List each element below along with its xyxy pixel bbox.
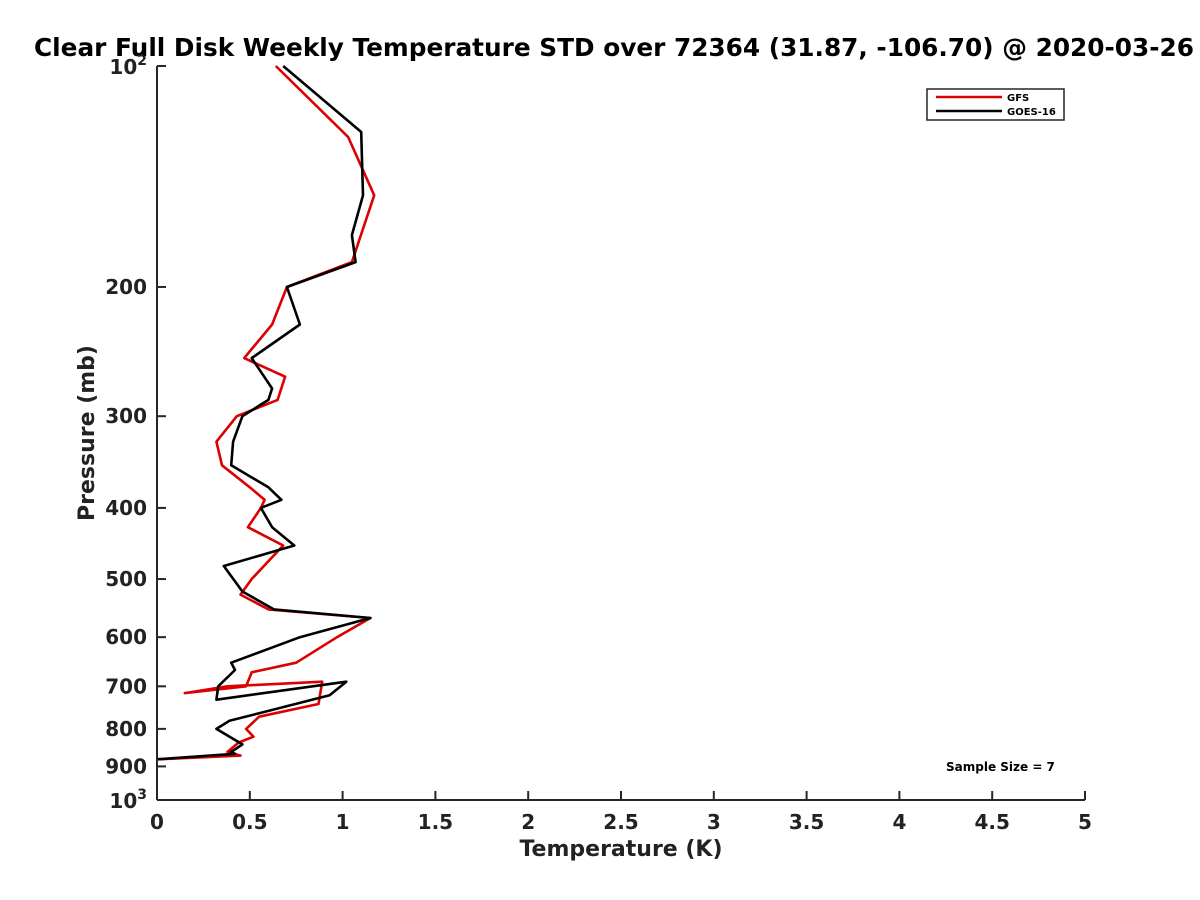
x-tick-label: 1.5	[418, 810, 453, 834]
plot-area	[157, 66, 1085, 800]
y-tick-label: 800	[105, 717, 147, 741]
chart-title: Clear Full Disk Weekly Temperature STD o…	[34, 33, 1194, 62]
x-tick-label: 1	[336, 810, 350, 834]
x-tick-label: 3.5	[789, 810, 824, 834]
legend-box	[926, 88, 1065, 121]
y-tick-label: 200	[105, 275, 147, 299]
y-tick-label: 102	[109, 53, 147, 79]
y-tick-label: 500	[105, 567, 147, 591]
x-tick-label: 3	[707, 810, 721, 834]
legend: GFS GOES-16	[926, 88, 1065, 121]
y-tick-label: 103	[109, 787, 147, 813]
x-tick-label: 0.5	[232, 810, 267, 834]
y-tick-label: 300	[105, 404, 147, 428]
legend-label-gfs: GFS	[1007, 93, 1029, 104]
y-axis-label: Pressure (mb)	[75, 345, 100, 521]
y-tick-label: 400	[105, 496, 147, 520]
series-layer	[156, 65, 376, 761]
y-axis-ticks: 102 200 300 400 500 600 700 800 900 103	[105, 53, 166, 813]
x-tick-label: 5	[1078, 810, 1092, 834]
legend-label-goes16: GOES-16	[1007, 107, 1056, 118]
y-tick-label: 700	[105, 674, 147, 698]
sample-size-annotation: Sample Size = 7	[946, 760, 1055, 774]
x-axis-label: Temperature (K)	[519, 837, 722, 862]
series-line-gfs	[156, 65, 376, 761]
x-tick-label: 2.5	[603, 810, 638, 834]
y-tick-label: 600	[105, 625, 147, 649]
x-axis-ticks: 0 0.5 1 1.5 2 2.5 3 3.5 4 4.5 5	[150, 791, 1092, 834]
x-tick-label: 2	[521, 810, 535, 834]
y-tick-label: 900	[105, 754, 147, 778]
x-tick-label: 4.5	[974, 810, 1009, 834]
x-tick-label: 0	[150, 810, 164, 834]
series-line-goes16	[156, 65, 372, 761]
x-tick-label: 4	[892, 810, 906, 834]
